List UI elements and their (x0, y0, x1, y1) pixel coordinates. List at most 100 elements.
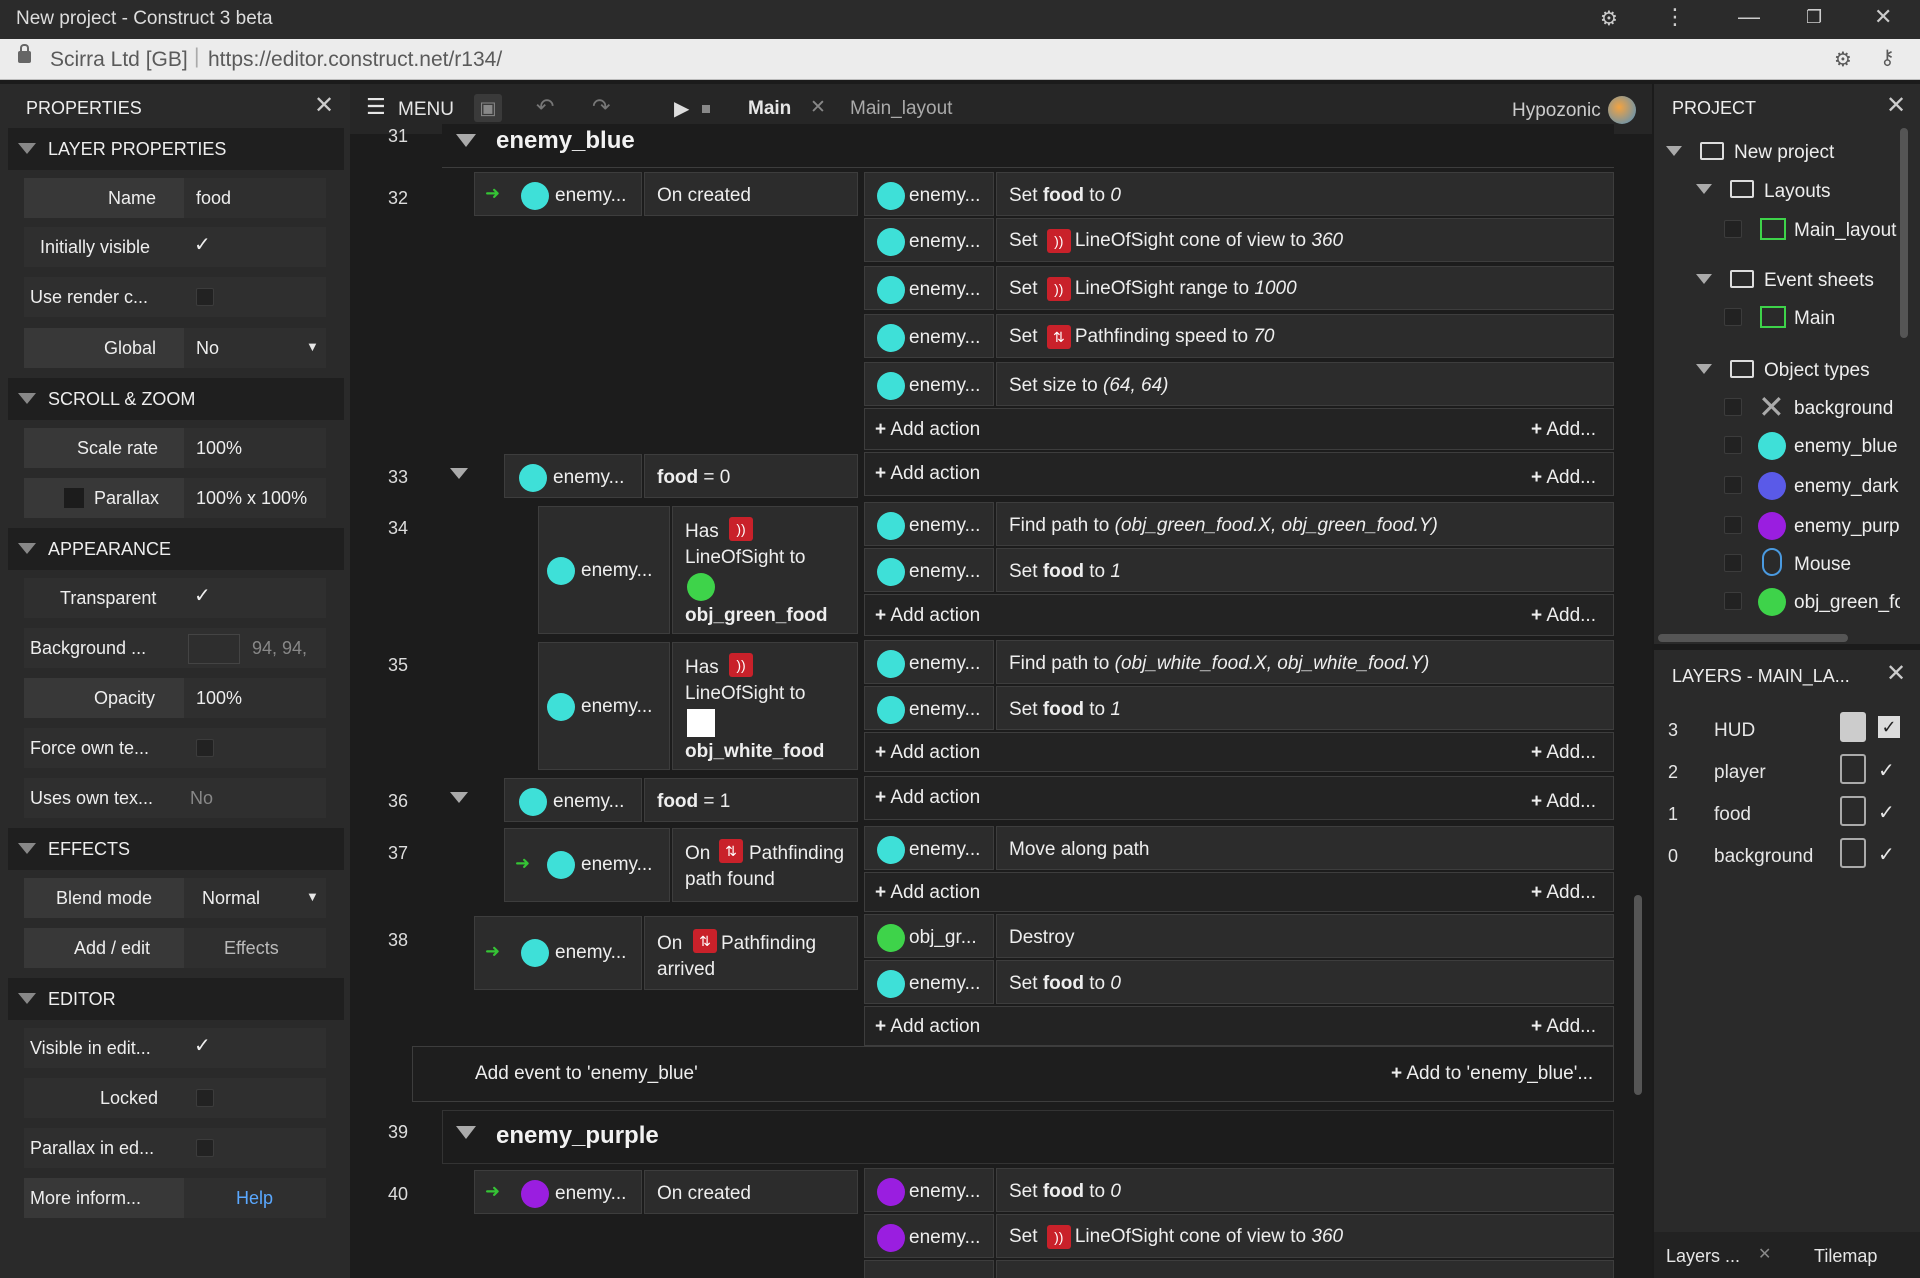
minimize-icon[interactable]: — (1738, 4, 1760, 29)
link-icon[interactable] (64, 488, 84, 508)
tree-item-layouts[interactable]: Layouts (1764, 181, 1831, 202)
tab-tilemap[interactable]: Tilemap (1814, 1246, 1878, 1266)
tree-item-object-types[interactable]: Object types (1764, 360, 1870, 381)
event-group-header[interactable] (442, 1110, 1614, 1164)
layer-name-hud[interactable]: HUD (1714, 720, 1756, 741)
add-action-row[interactable]: + Add action + Add... (864, 1006, 1614, 1046)
action-text[interactable]: Move along path (996, 826, 1614, 870)
condition-text[interactable]: Has)) LineOfSight to obj_green_food (672, 506, 858, 634)
add-to-group-button[interactable]: + Add to 'enemy_blue'... (1391, 1063, 1594, 1084)
prop-scale-rate[interactable]: Scale rate 100% (24, 428, 326, 468)
checkbox[interactable] (196, 1139, 214, 1157)
add-action-row[interactable]: + Add action + Add... (864, 594, 1614, 636)
condition-text[interactable]: food = 1 (644, 778, 858, 822)
lock-icon-unlocked[interactable] (1840, 754, 1866, 784)
redo-icon[interactable]: ↷ (592, 94, 611, 119)
add-action-row[interactable]: + Add action + Add... (864, 776, 1614, 820)
condition-text[interactable]: food = 0 (644, 454, 858, 498)
section-editor[interactable]: EDITOR (8, 978, 344, 1020)
action-text[interactable]: Set size to (64, 64) (996, 362, 1614, 406)
prop-global[interactable]: Global No ▼ (24, 328, 326, 368)
add-action-row[interactable]: + Add action + Add... (864, 872, 1614, 912)
prop-blend-mode[interactable]: Blend mode Normal ▼ (24, 878, 326, 918)
layer-name-food[interactable]: food (1714, 804, 1751, 825)
action-object[interactable]: enemy... (864, 960, 994, 1004)
action-text[interactable]: Set )) LineOfSight range to 1000 (996, 266, 1614, 310)
add-action-row[interactable]: + Add action + Add... (864, 452, 1614, 496)
prop-transparent[interactable]: Transparent ✓ (24, 578, 326, 618)
action-text[interactable] (996, 1260, 1614, 1278)
scrollbar[interactable] (1634, 895, 1642, 1095)
undo-icon[interactable]: ↶ (536, 94, 555, 119)
more-menu-icon[interactable]: ⋮ (1664, 4, 1686, 29)
action-object[interactable]: enemy... (864, 218, 994, 262)
avatar[interactable] (1608, 96, 1636, 124)
checkbox-checked[interactable]: ✓ (194, 1035, 211, 1057)
section-scroll-zoom[interactable]: SCROLL & ZOOM (8, 378, 344, 420)
tree-item-event-sheets[interactable]: Event sheets (1764, 270, 1874, 291)
action-text[interactable]: Set food to 1 (996, 686, 1614, 730)
prop-add-edit-effects[interactable]: Add / edit Effects (24, 928, 326, 968)
action-text[interactable]: Set food to 1 (996, 548, 1614, 592)
action-text[interactable]: Set food to 0 (996, 1168, 1614, 1212)
prop-name[interactable]: Name food (24, 178, 326, 218)
action-object[interactable] (864, 1260, 994, 1278)
action-object[interactable]: enemy... (864, 172, 994, 216)
section-layer-properties[interactable]: LAYER PROPERTIES (8, 128, 344, 170)
expand-icon[interactable] (1666, 146, 1682, 156)
tree-item-mouse[interactable]: Mouse (1794, 554, 1852, 575)
condition-object[interactable]: ➜ enemy... (474, 172, 642, 216)
expand-icon[interactable] (1696, 274, 1712, 284)
action-text[interactable]: Destroy (996, 914, 1614, 958)
color-swatch[interactable] (188, 634, 240, 664)
add-action-row[interactable]: + Add action + Add... (864, 732, 1614, 772)
event-group-header[interactable] (442, 124, 1614, 168)
checkbox[interactable] (196, 1089, 214, 1107)
visibility-checkbox[interactable]: ✓ (1878, 802, 1895, 824)
scrollbar[interactable] (1900, 128, 1908, 338)
condition-text[interactable]: On ⇅ Pathfinding path found (672, 828, 858, 902)
section-effects[interactable]: EFFECTS (8, 828, 344, 870)
blend-select[interactable]: Normal (184, 878, 326, 918)
prop-use-render[interactable]: Use render c... (24, 277, 326, 317)
checkbox-checked[interactable]: ✓ (194, 234, 211, 256)
key-icon[interactable]: ⚷ (1880, 47, 1895, 69)
condition-text[interactable]: On ⇅ Pathfinding arrived (644, 916, 858, 990)
action-object[interactable]: enemy... (864, 314, 994, 358)
tree-item-obj-green-food[interactable]: obj_green_fo (1794, 592, 1900, 613)
global-select[interactable]: No (184, 328, 326, 368)
condition-object[interactable]: enemy... (538, 642, 670, 770)
condition-object[interactable]: ➜ enemy... (474, 1170, 642, 1214)
condition-text[interactable]: Has)) LineOfSight to obj_white_food (672, 642, 858, 770)
tree-item-background[interactable]: background (1794, 398, 1894, 419)
checkbox-checked[interactable]: ✓ (194, 585, 211, 607)
expand-icon[interactable] (1696, 364, 1712, 374)
prop-initially-visible[interactable]: Initially visible ✓ (24, 227, 326, 267)
action-text[interactable]: Set )) LineOfSight cone of view to 360 (996, 218, 1614, 262)
url-text[interactable]: https://editor.construct.net/r134/ (208, 48, 503, 71)
tab-layers[interactable]: Layers ... (1666, 1246, 1741, 1266)
action-text[interactable]: Set ⇅ Pathfinding speed to 70 (996, 314, 1614, 358)
prop-parallax[interactable]: Parallax 100% x 100% (24, 478, 326, 518)
action-object[interactable]: enemy... (864, 502, 994, 546)
tree-item-main[interactable]: Main (1794, 308, 1836, 329)
condition-object[interactable]: enemy... (538, 506, 670, 634)
condition-object[interactable]: ➜ enemy... (504, 828, 670, 902)
action-text[interactable]: Find path to (obj_green_food.X, obj_gree… (996, 502, 1614, 546)
collapse-event-icon[interactable] (450, 468, 468, 479)
close-icon[interactable]: ✕ (1886, 660, 1907, 687)
lock-icon-locked[interactable] (1840, 712, 1866, 742)
tree-item-enemy-purple[interactable]: enemy_purp (1794, 516, 1900, 537)
expand-icon[interactable] (1696, 184, 1712, 194)
action-object[interactable]: enemy... (864, 1214, 994, 1258)
action-object[interactable]: enemy... (864, 362, 994, 406)
condition-object[interactable]: enemy... (504, 778, 642, 822)
tab-close-icon[interactable]: ✕ (1758, 1246, 1772, 1263)
close-icon[interactable]: ✕ (314, 92, 335, 119)
add-event-button[interactable]: Add event to 'enemy_blue' (475, 1063, 698, 1084)
layer-name-background[interactable]: background (1714, 846, 1814, 867)
extension-icon[interactable]: ⚙ (1834, 49, 1852, 71)
save-icon[interactable]: ▣ (474, 94, 502, 122)
prop-force-own-texture[interactable]: Force own te... (24, 728, 326, 768)
menu-button[interactable]: MENU (398, 99, 454, 120)
